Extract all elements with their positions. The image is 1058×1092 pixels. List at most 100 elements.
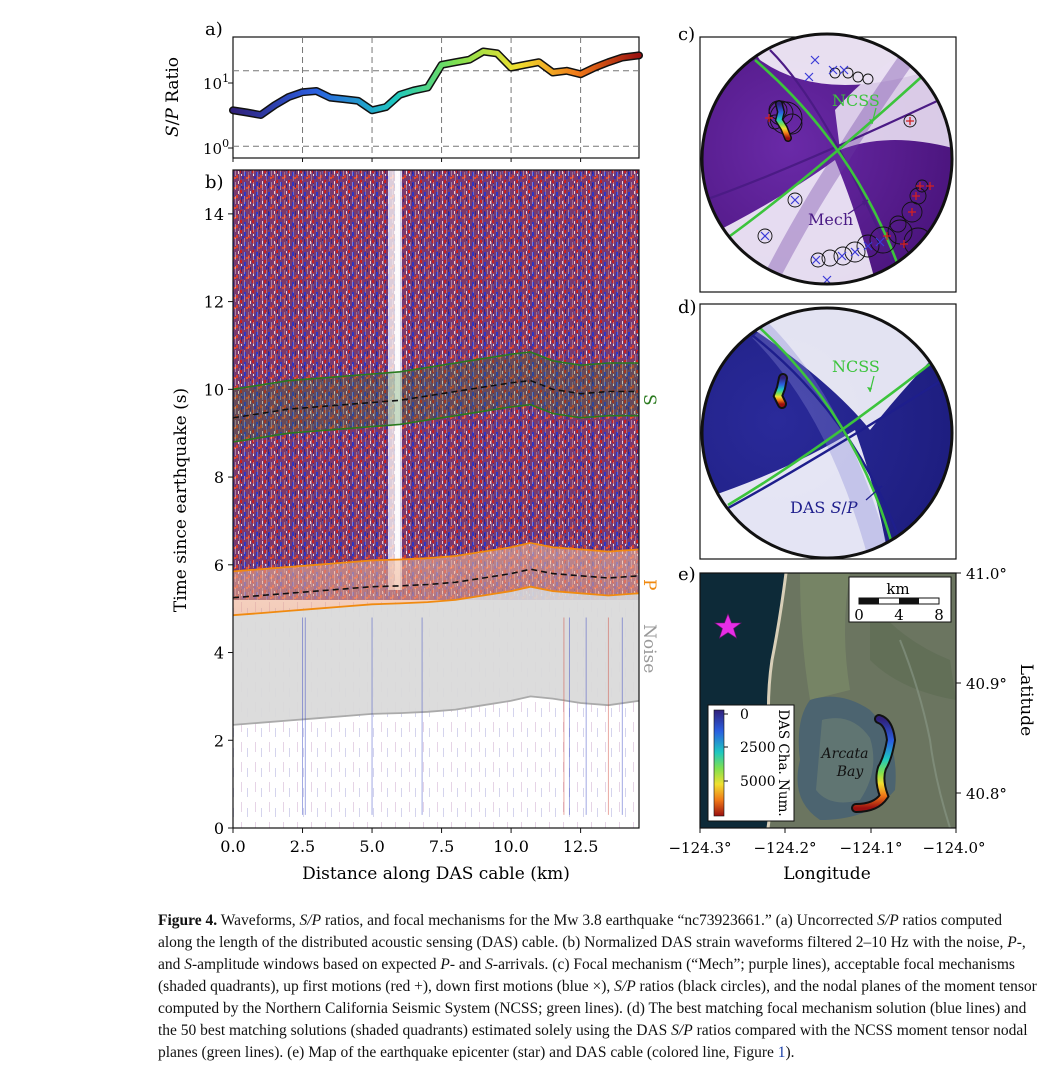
caption-p: P bbox=[440, 956, 450, 973]
panel-b-xtick-label: 10.0 bbox=[493, 837, 529, 856]
figure-4: a) S/P Ratio 101 100 b) 0.0 2.5 5.0 7.5 10.0… bbox=[163, 19, 1036, 884]
colorbar: 0 2500 5000 DAS Cha. Num. bbox=[707, 704, 795, 822]
panel-b-window-lines bbox=[233, 351, 639, 815]
panel-d-das-label: DAS S/P bbox=[790, 498, 858, 517]
caption-label: Figure 4. bbox=[158, 912, 218, 929]
panel-b-p-label: P bbox=[639, 579, 659, 590]
panel-b-ytick-label: 12 bbox=[204, 293, 224, 312]
panel-c-beachball: NCSS Mech bbox=[699, 32, 957, 293]
place-label-line2: Bay bbox=[836, 764, 865, 780]
colorbar-label: DAS Cha. Num. bbox=[775, 709, 791, 816]
panel-b-xtick-label: 12.5 bbox=[563, 837, 599, 856]
panel-b-ytick-label: 6 bbox=[214, 556, 224, 575]
caption-p: P bbox=[1007, 934, 1017, 951]
panel-a-label: a) bbox=[205, 19, 223, 40]
panel-e-xtick-0: −124.3° bbox=[668, 839, 731, 857]
panel-c-shade-band bbox=[752, 35, 927, 284]
panel-c-mech-line-1 bbox=[704, 94, 951, 202]
panel-e-ticks bbox=[699, 572, 961, 833]
panel-b-p-window bbox=[233, 542, 639, 616]
scale-bar-tick-4: 4 bbox=[894, 606, 904, 624]
panel-d-shade-band bbox=[752, 322, 891, 558]
panel-c-ncss-label: NCSS bbox=[832, 91, 880, 110]
panel-b-ticks: 0.0 2.5 5.0 7.5 10.0 12.5 0 2 4 6 8 10 12 14 bbox=[204, 205, 599, 856]
panel-b-ylabel: Time since earthquake (s) bbox=[171, 388, 191, 612]
panel-a-sp-series bbox=[230, 49, 642, 118]
panel-b-ytick-label: 8 bbox=[214, 468, 224, 487]
s-window-lower bbox=[233, 403, 639, 443]
scale-bar: km 0 4 8 bbox=[848, 576, 952, 624]
panel-e-ylabel: Latitude bbox=[1016, 664, 1036, 736]
p-arrival-line bbox=[233, 568, 639, 599]
panel-b-s-label: S bbox=[639, 394, 659, 406]
panel-e-ytick-0: 41.0° bbox=[966, 565, 1007, 583]
panel-e-map: Arcata Bay km 0 4 8 0 2500 5000 DAS Cha.… bbox=[668, 565, 1036, 884]
panel-b-xlabel: Distance along DAS cable (km) bbox=[302, 864, 570, 884]
map-land-texture-2 bbox=[870, 600, 956, 700]
p-window-upper bbox=[233, 541, 639, 573]
colorbar-tick-0: 0 bbox=[740, 707, 749, 723]
panel-b-xtick-label: 7.5 bbox=[429, 837, 454, 856]
panel-b-noise-window bbox=[233, 586, 639, 725]
caption-text: -amplitude windows based on expected bbox=[192, 956, 441, 973]
scale-bar-unit: km bbox=[886, 580, 909, 598]
panel-a-yticks: 101 100 bbox=[203, 72, 233, 158]
panel-b-ytick-label: 0 bbox=[214, 819, 224, 838]
s-arrival-line bbox=[233, 379, 639, 419]
panel-d-ncss-label: NCSS bbox=[832, 357, 880, 376]
panel-b-xtick-label: 5.0 bbox=[359, 837, 384, 856]
scale-bar-tick-8: 8 bbox=[934, 606, 944, 624]
panel-a-ytick-10-0: 100 bbox=[203, 137, 229, 158]
caption-text: ratios computed along the length of the … bbox=[158, 912, 1008, 951]
panel-e-xtick-3: −124.0° bbox=[922, 839, 985, 857]
panel-b-waveforms bbox=[233, 170, 639, 828]
panel-e-xtick-1: −124.2° bbox=[753, 839, 816, 857]
caption-sp: S/P bbox=[299, 912, 322, 929]
panel-b-ytick-label: 14 bbox=[204, 205, 224, 224]
caption-sp: S/P bbox=[671, 1022, 693, 1039]
panel-c-ncss-line-1 bbox=[729, 59, 941, 238]
figure-1-link[interactable]: 1 bbox=[777, 1044, 786, 1061]
panel-d-ncss-line-1 bbox=[727, 358, 936, 507]
scale-bar-tick-0: 0 bbox=[854, 606, 864, 624]
panel-b-waveform-streaks bbox=[233, 170, 639, 600]
panel-b-xtick-label: 2.5 bbox=[290, 837, 315, 856]
panel-c-mech-line-2 bbox=[769, 49, 902, 281]
map-river bbox=[899, 639, 951, 828]
panel-b-ytick-label: 2 bbox=[214, 731, 224, 750]
panel-e-xtick-2: −124.1° bbox=[839, 839, 902, 857]
map-bay-mud bbox=[816, 718, 874, 803]
caption-text: ). bbox=[785, 1044, 795, 1061]
panel-b-xtick-label: 0.0 bbox=[220, 837, 245, 856]
caption-sp: S/P bbox=[614, 978, 636, 995]
panel-e-ytick-2: 40.8° bbox=[966, 785, 1007, 803]
panel-e-label: e) bbox=[678, 564, 696, 585]
panel-b-axes: 0.0 2.5 5.0 7.5 10.0 12.5 0 2 4 6 8 10 12 14 Distance… bbox=[171, 169, 659, 884]
caption-s: S bbox=[485, 956, 493, 973]
panel-a-axes: S/P Ratio 101 100 bbox=[163, 36, 643, 162]
panel-d-ncss-line-2 bbox=[759, 327, 897, 556]
figure-caption: Figure 4. Waveforms, S/P ratios, and foc… bbox=[158, 910, 1038, 1064]
caption-s: S bbox=[184, 956, 193, 973]
panel-d-beachball: NCSS DAS S/P bbox=[699, 303, 957, 560]
place-label-line1: Arcata bbox=[820, 746, 869, 762]
panel-c-ncss-line-2 bbox=[754, 59, 907, 284]
epicenter-star-icon bbox=[714, 613, 742, 639]
panel-c-up-motions bbox=[765, 114, 934, 248]
panel-b-bright-channel-2 bbox=[395, 170, 400, 590]
panel-b-s-window bbox=[233, 352, 639, 442]
panel-d-das-line-1 bbox=[705, 373, 951, 522]
colorbar-tick-5000: 5000 bbox=[740, 774, 776, 790]
panel-b-ytick-label: 4 bbox=[214, 644, 224, 663]
panel-c-sp-circles bbox=[757, 67, 933, 268]
panel-a-ytick-10-1: 101 bbox=[203, 72, 229, 93]
noise-window-lower bbox=[233, 695, 639, 726]
panel-c-mech-label: Mech bbox=[808, 210, 853, 229]
map-land-texture-1 bbox=[800, 573, 850, 700]
caption-text: ratios, and focal mechanisms for the Mw … bbox=[321, 912, 878, 929]
panel-e-ytick-1: 40.9° bbox=[966, 675, 1007, 693]
s-window-upper bbox=[233, 351, 639, 391]
panel-c-label: c) bbox=[678, 24, 695, 45]
colorbar-tick-2500: 2500 bbox=[740, 740, 776, 756]
caption-sp: S/P bbox=[877, 912, 899, 929]
